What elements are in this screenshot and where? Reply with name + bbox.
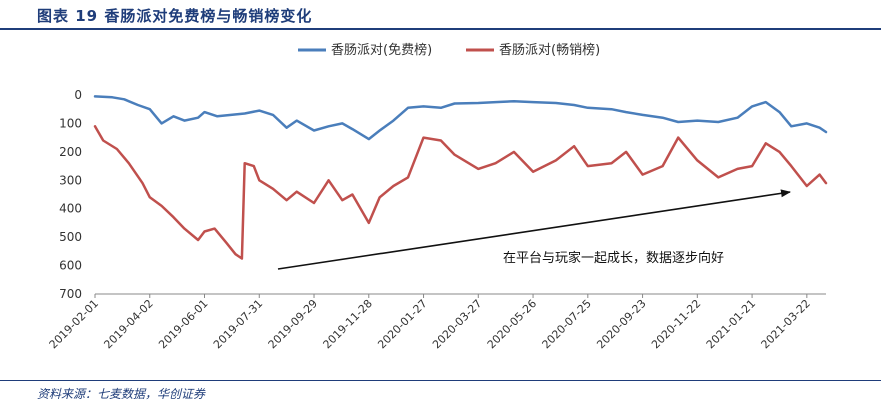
y-tick-label: 300 (59, 173, 82, 187)
annotation-group: 在平台与玩家一起成长，数据逐步向好 (277, 189, 791, 270)
x-tick-label: 2020-01-27 (375, 297, 429, 351)
x-tick-label: 2021-03-22 (759, 297, 813, 351)
chart-legend: 香肠派对(免费榜) 香肠派对(畅销榜) (298, 42, 600, 58)
x-tick-label: 2019-11-28 (321, 297, 375, 351)
line-chart: 香肠派对(免费榜) 香肠派对(畅销榜) 0 100 200 300 400 500 600 70… (47, 42, 828, 351)
figure-header: 图表 19 香肠派对免费榜与畅销榜变化 (0, 0, 881, 30)
x-tick-label: 2020-03-27 (430, 297, 484, 351)
x-tick-label: 2019-04-02 (101, 297, 155, 351)
x-tick-label: 2019-07-31 (211, 297, 265, 351)
source-note: 资料来源：七麦数据，华创证券 (37, 387, 206, 401)
x-tick-label: 2020-09-23 (594, 297, 648, 351)
title-rule (0, 28, 881, 30)
y-tick-label: 400 (59, 202, 82, 216)
legend-label-0: 香肠派对(免费榜) (331, 42, 432, 58)
y-tick-label: 700 (59, 287, 82, 301)
x-axis: 2019-02-01 2019-04-02 2019-06-01 2019-07-31… (47, 293, 826, 351)
x-tick-label: 2020-07-25 (540, 297, 594, 351)
annotation-text: 在平台与玩家一起成长，数据逐步向好 (503, 250, 724, 266)
x-tick-label: 2019-06-01 (156, 297, 210, 351)
y-tick-label: 100 (59, 116, 82, 130)
y-tick-label: 500 (59, 230, 82, 244)
source-rule (0, 380, 881, 381)
y-tick-label: 200 (59, 145, 82, 159)
x-tick-label: 2019-02-01 (47, 297, 101, 351)
y-axis: 0 100 200 300 400 500 600 700 (59, 88, 82, 301)
y-tick-label: 600 (59, 259, 82, 273)
series-line-1 (93, 125, 828, 260)
trend-arrow (277, 189, 791, 270)
legend-label-1: 香肠派对(畅销榜) (499, 42, 600, 58)
x-tick-label: 2021-01-21 (704, 297, 758, 351)
x-tick-label: 2020-11-22 (649, 297, 703, 351)
figure-title: 图表 19 香肠派对免费榜与畅销榜变化 (37, 7, 313, 25)
x-tick-label: 2020-05-26 (485, 297, 539, 351)
y-tick-label: 0 (74, 88, 82, 102)
x-tick-label: 2019-09-29 (266, 297, 320, 351)
plot-area (93, 95, 828, 260)
chart-area: 香肠派对(免费榜) 香肠派对(畅销榜) 0 100 200 300 400 500 600 70… (0, 32, 881, 376)
series-line-0 (93, 95, 828, 141)
